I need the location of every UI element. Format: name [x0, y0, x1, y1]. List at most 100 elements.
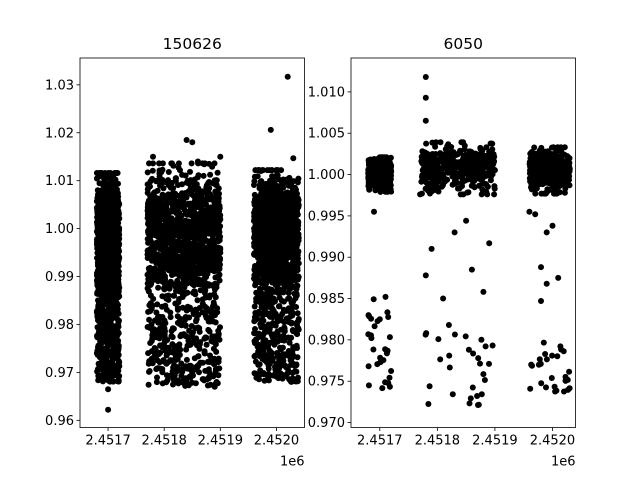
data-point: [192, 199, 198, 205]
data-point: [155, 188, 161, 194]
data-point: [260, 323, 266, 329]
outlier-point: [105, 407, 111, 413]
data-point: [97, 225, 103, 231]
data-point: [260, 339, 266, 345]
data-point: [160, 279, 166, 285]
data-point: [205, 359, 211, 365]
data-point: [183, 377, 189, 383]
data-point: [259, 242, 265, 248]
data-point: [201, 173, 207, 179]
data-point: [105, 301, 111, 307]
data-point: [146, 221, 152, 227]
data-point: [195, 297, 201, 303]
data-point: [205, 218, 211, 224]
data-point: [154, 366, 160, 372]
data-point: [203, 253, 209, 259]
data-point: [260, 265, 266, 271]
data-point: [213, 182, 219, 188]
data-point: [266, 377, 272, 383]
data-point: [193, 325, 199, 331]
data-point: [266, 202, 272, 208]
data-point: [145, 181, 151, 187]
data-point: [147, 193, 153, 199]
data-point: [282, 328, 288, 334]
y-tick-label: 1.03: [45, 78, 74, 93]
data-point: [292, 368, 298, 374]
outlier-point: [290, 155, 296, 161]
data-point: [162, 205, 168, 211]
data-point: [201, 237, 207, 243]
data-point: [175, 313, 181, 319]
data-point: [101, 363, 107, 369]
data-point: [97, 284, 103, 290]
data-point: [275, 290, 281, 296]
data-point: [252, 370, 258, 376]
data-point: [175, 282, 181, 288]
data-point: [157, 197, 163, 203]
data-point: [199, 221, 205, 227]
data-point: [148, 293, 154, 299]
data-point: [251, 182, 257, 188]
data-point: [207, 315, 213, 321]
data-point: [290, 344, 296, 350]
data-point: [252, 326, 258, 332]
data-point: [366, 165, 372, 171]
data-point: [372, 323, 378, 329]
data-point: [103, 321, 109, 327]
data-point: [290, 204, 296, 210]
data-point: [168, 333, 174, 339]
data-point: [180, 229, 186, 235]
data-point: [102, 338, 108, 344]
data-point: [95, 305, 101, 311]
data-point: [207, 353, 213, 359]
data-point: [283, 215, 289, 221]
data-point: [161, 271, 167, 277]
data-point: [97, 354, 103, 360]
data-point: [293, 187, 299, 193]
data-point: [111, 213, 117, 219]
data-point: [278, 253, 284, 259]
data-point: [106, 373, 112, 379]
y-tick-label: 0.97: [45, 366, 74, 381]
data-point: [193, 307, 199, 313]
data-point: [109, 313, 115, 319]
data-point: [209, 251, 215, 257]
data-point: [109, 333, 115, 339]
data-point: [189, 210, 195, 216]
data-point: [293, 227, 299, 233]
data-point: [253, 290, 259, 296]
data-point: [169, 341, 175, 347]
data-point: [251, 235, 257, 241]
data-point: [371, 296, 377, 302]
data-point: [217, 237, 223, 243]
data-point: [179, 172, 185, 178]
data-point: [387, 334, 393, 340]
data-point: [163, 262, 169, 268]
data-point: [176, 288, 182, 294]
data-point: [115, 279, 121, 285]
data-point: [202, 348, 208, 354]
data-point: [195, 236, 201, 242]
data-point: [213, 368, 219, 374]
data-point: [145, 324, 151, 330]
data-point: [280, 376, 286, 382]
data-point: [170, 246, 176, 252]
data-point: [150, 160, 156, 166]
data-point: [207, 245, 213, 251]
data-point: [182, 220, 188, 226]
data-point: [374, 361, 380, 367]
data-point: [112, 343, 118, 349]
data-point: [199, 209, 205, 215]
data-point: [182, 291, 188, 297]
data-point: [262, 251, 268, 257]
data-point: [99, 349, 105, 355]
data-point: [206, 370, 212, 376]
data-point: [105, 289, 111, 295]
data-point: [175, 307, 181, 313]
data-point: [171, 271, 177, 277]
data-point: [162, 320, 168, 326]
data-point: [286, 244, 292, 250]
data-point: [193, 245, 199, 251]
data-point: [388, 368, 394, 374]
